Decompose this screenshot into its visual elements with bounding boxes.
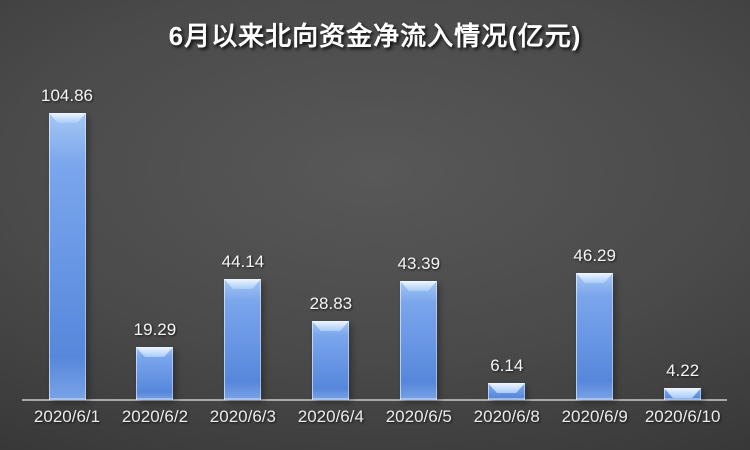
bar-value-label: 6.14	[490, 356, 524, 375]
x-axis-line	[22, 399, 727, 401]
bar-value-label: 4.22	[666, 361, 700, 380]
x-tick-label: 2020/6/8	[473, 407, 540, 426]
bar	[224, 279, 261, 400]
x-tick-label: 2020/6/4	[297, 407, 364, 426]
bar	[664, 388, 701, 400]
x-tick-label: 2020/6/9	[561, 407, 628, 426]
bar	[312, 321, 349, 400]
bar	[136, 347, 173, 400]
bar	[400, 281, 437, 400]
bar-value-label: 28.83	[309, 294, 353, 313]
bar-value-label: 44.14	[221, 252, 265, 271]
chart-title: 6月以来北向资金净流入情况(亿元)	[168, 21, 582, 51]
bar-value-label: 43.39	[397, 254, 441, 273]
bar-value-label: 104.86	[41, 86, 93, 105]
bar	[49, 113, 86, 400]
x-tick-label: 2020/6/10	[644, 407, 721, 426]
x-tick-label: 2020/6/3	[209, 407, 276, 426]
bar	[576, 273, 613, 400]
bar-value-label: 46.29	[573, 246, 616, 265]
bar	[488, 383, 525, 400]
x-tick-label: 2020/6/2	[121, 407, 189, 426]
x-tick-label: 2020/6/5	[385, 407, 452, 426]
x-tick-label: 2020/6/1	[33, 407, 101, 426]
bar-value-label: 19.29	[133, 320, 177, 339]
